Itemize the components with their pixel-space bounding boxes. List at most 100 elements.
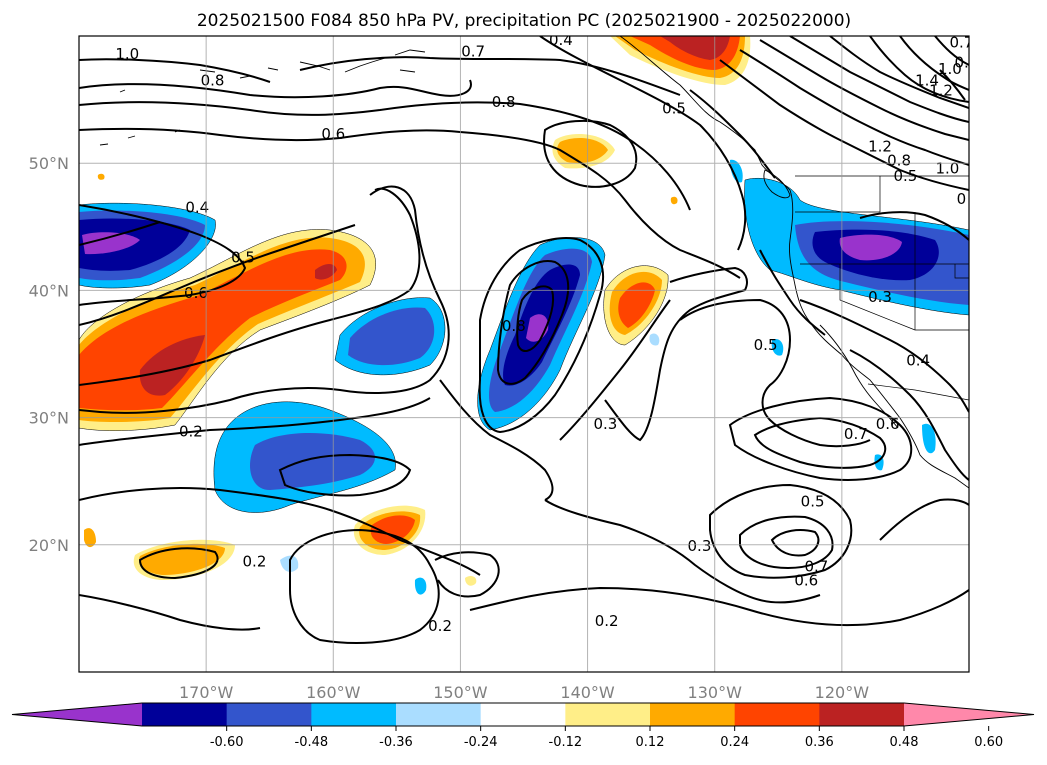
lon-tick-label: 120°W [815,683,870,702]
contour-ne-loop-3 [939,69,966,101]
contour-0-2-south-east [469,586,969,627]
border-states-5 [954,264,969,279]
contour-label: 0.7 [844,425,868,443]
contour-label: 0.2 [428,617,452,635]
contour-0-7-north [299,56,681,96]
contour-label: 0.2 [595,612,619,630]
border-states-1 [795,176,881,213]
colorbar-tick-label: -0.48 [295,735,329,750]
shade-positive-dot [670,196,678,205]
shade-negative-central-core [348,307,435,366]
lon-tick-label: 150°W [433,683,488,702]
shade-negative-small-1 [414,577,427,595]
colorbar-extend-low [12,703,142,726]
contour-east-coast-ring [859,211,969,241]
contour-label: 0.5 [801,493,825,511]
contour-label: 0.8 [887,152,911,170]
lon-tick-label: 140°W [560,683,615,702]
contour-label: 0 [957,190,967,208]
colorbar-outline [11,702,1035,727]
latitude-tick-labels: 20°N 30°N 40°N 50°N [29,154,69,555]
map-frame [78,35,970,673]
political-borders [795,175,969,401]
border-us-mexico [867,383,969,401]
coast-vancouver-island [763,169,791,199]
shade-negative-westcoast-peak [839,234,902,261]
shade-negative-small-7 [730,159,743,183]
shade-positive-137w-core [618,282,655,328]
contour-label: 0.5 [754,336,778,354]
contour-labels: 1.00.80.80.70.60.40.50.60.20.20.2 0.20.30… [115,31,979,635]
colorbar-bin [480,703,566,726]
contour-label: 0.8 [492,93,516,111]
colorbar-extend-high [904,703,1034,726]
colorbar-tick-label: 0.48 [890,735,919,750]
shade-positive-small [465,575,477,586]
contour-0-5-nw [689,89,776,179]
colorbar-bin [142,703,228,726]
contour-0-5-ring [679,298,871,448]
contour-0-2-swloop [138,547,219,580]
contour-0-3-ring-1 [543,119,638,188]
contour-0-8-nw-3 [759,39,969,141]
contour-0-3-central-east [604,266,748,442]
colorbar-bin [396,703,482,726]
shade-positive-dot-2 [97,173,105,180]
lon-tick-label: 170°W [179,683,234,702]
contour-ne-loop-1 [899,36,969,91]
lat-tick-label: 50°N [29,154,69,173]
contour-label: 0.5 [231,248,255,266]
map-plot-area: 1.00.80.80.70.60.40.50.60.20.20.2 0.20.30… [79,31,979,672]
contour-0-1-south [79,594,261,631]
colorbar-bin [311,703,397,726]
colorbar-tick-label: -0.12 [549,735,583,750]
contour-0-2-mid-south [289,528,440,644]
contour-label: 1.2 [929,82,953,100]
shade-negative-small-3 [922,423,936,454]
contour-0-5-east [496,260,570,385]
contour-0-4-loop [79,221,161,246]
contour-label: 1.0 [938,60,962,78]
colorbar-bin [734,703,820,726]
shade-negative-west-peak [82,232,140,255]
colorbar-tick-label: -0.36 [379,735,413,750]
contour-1-0-west [79,58,271,83]
colorbar-tick-label: 0.24 [720,735,749,750]
lat-tick-label: 30°N [29,409,69,428]
colorbar-bin [819,703,905,726]
colorbar-bin [565,703,651,726]
figure-title: 2025021500 F084 850 hPa PV, precipitatio… [197,11,851,31]
contour-label: 0.8 [502,317,526,335]
contour-0-3-east [478,237,605,434]
colorbar-bin [650,703,736,726]
contour-0-4-central [79,187,421,386]
contour-label: 0.4 [549,31,573,49]
contour-label: 0.2 [179,423,203,441]
lon-tick-label: 160°W [306,683,361,702]
lon-tick-label: 130°W [688,683,743,702]
contour-0-8-north [79,79,472,99]
contour-label: 0.2 [243,552,267,570]
contour-label: 0.8 [955,54,979,72]
contour-0-6-nw-1 [719,59,969,191]
contour-label: 0.3 [868,288,892,306]
contour-pacific-mid [439,379,554,501]
shade-positive-hawaii-core [370,515,415,544]
shade-positive-band-core-2 [315,264,337,280]
contour-0-3-mid-ring [278,453,412,497]
contour-0-4-coast [759,249,826,336]
contour-label: 0.5 [893,167,917,185]
precipitation-shading [79,36,969,595]
border-states-3 [839,264,969,331]
longitude-tick-labels: 170°W 160°W 150°W 140°W 130°W 120°W [179,683,869,702]
contour-0-3-swirl [544,499,821,604]
contour-0-3-central [79,185,450,414]
contour-0-6-south-ring [739,515,834,570]
contour-1-0-nw-4 [789,36,969,123]
colorbar-tick-label: -0.24 [464,735,498,750]
colorbar: -0.60 -0.48 -0.36 -0.24 -0.12 0.12 0.24 0.36 0.4… [11,702,1035,750]
contour-0-6-mexico [728,396,913,481]
contour-label: 1.4 [915,72,939,90]
lat-tick-label: 40°N [29,281,69,300]
colorbar-tick-label: 0.36 [805,735,834,750]
